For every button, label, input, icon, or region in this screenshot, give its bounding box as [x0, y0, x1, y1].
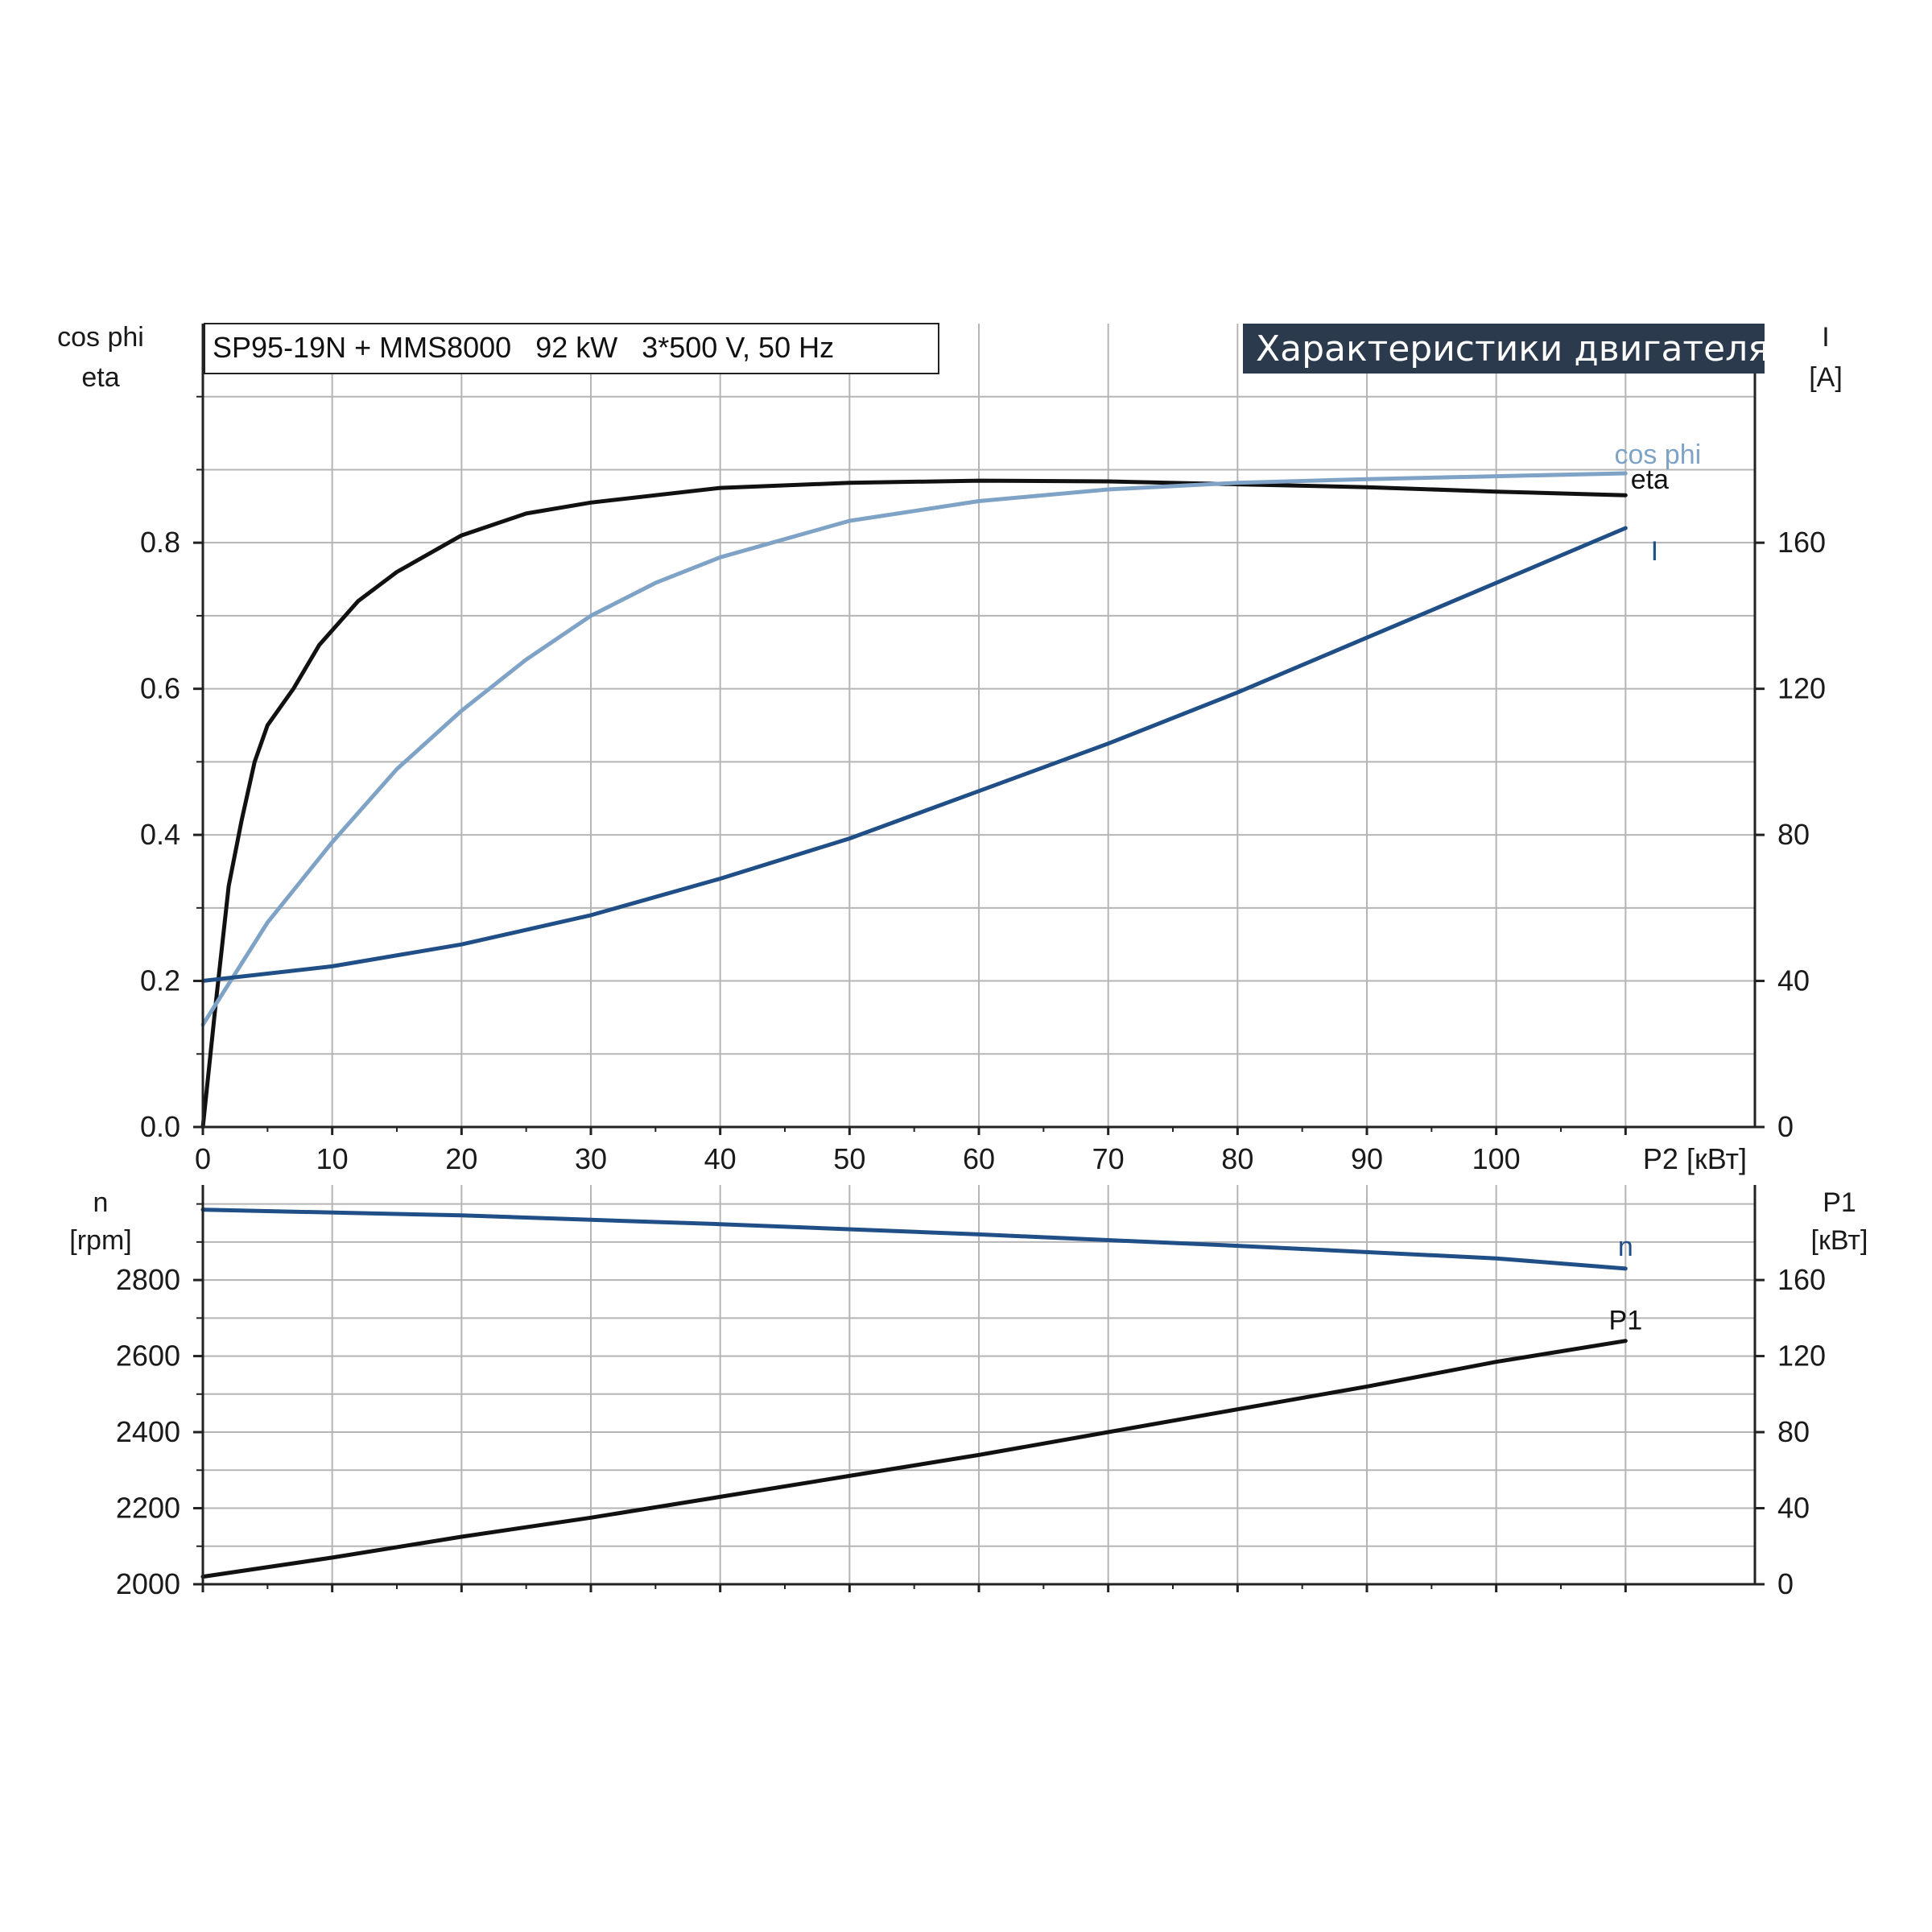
axes: 0.0 0.2 0.4 0.6 0.8 0 40 80 120 160 0 10 20 30 40 50 60 7…	[116, 324, 1826, 1600]
top-x-tick-label: 80	[1221, 1142, 1253, 1175]
top-left-tick-label: 0.2	[140, 964, 180, 997]
bottom-series-p1	[200, 1339, 1628, 1579]
bottom-left-tick-label: 2800	[116, 1263, 180, 1296]
top-left-tick-label: 0.4	[140, 818, 180, 851]
top-series-cos-phi	[200, 471, 1628, 1027]
bottom-right-tick-label: 80	[1777, 1415, 1810, 1448]
model-label-box	[204, 323, 939, 374]
top-x-tick-label: 40	[704, 1142, 737, 1175]
bottom-right-tick-label: 160	[1777, 1263, 1826, 1296]
bottom-left-tick-label: 2400	[116, 1415, 180, 1448]
top-x-tick-label: 20	[445, 1142, 477, 1175]
grid	[203, 324, 1755, 1584]
top-x-tick-label: 70	[1092, 1142, 1125, 1175]
top-x-tick-label: 10	[316, 1142, 349, 1175]
top-right-axis-label-1: I	[1822, 322, 1829, 353]
top-x-tick-label: 60	[963, 1142, 995, 1175]
bottom-right-tick-label: 120	[1777, 1340, 1826, 1373]
bottom-right-tick-label: 40	[1777, 1492, 1810, 1525]
top-right-tick-label: 40	[1777, 964, 1810, 997]
bottom-left-tick-label: 2000	[116, 1567, 180, 1600]
top-left-tick-label: 0.0	[140, 1110, 180, 1143]
top-right-axis-label-2: [A]	[1809, 362, 1843, 393]
bottom-series-label: n	[1618, 1232, 1633, 1262]
bottom-left-tick-label: 2600	[116, 1340, 180, 1373]
bottom-right-axis-label-2: [кВт]	[1811, 1225, 1868, 1256]
top-right-tick-label: 120	[1777, 672, 1826, 705]
banner-background	[1243, 324, 1765, 374]
top-left-tick-label: 0.8	[140, 526, 180, 559]
bottom-series-label: P1	[1609, 1306, 1643, 1336]
bottom-left-tick-label: 2200	[116, 1492, 180, 1525]
top-series-eta	[200, 478, 1628, 1129]
bottom-left-axis-label-1: n	[93, 1187, 109, 1218]
top-series-label: cos phi	[1614, 440, 1701, 470]
top-x-tick-label: 50	[833, 1142, 865, 1175]
top-series-label: I	[1651, 536, 1658, 567]
top-right-tick-label: 0	[1777, 1110, 1794, 1143]
top-left-axis-label-2: eta	[81, 362, 119, 393]
bottom-right-axis-label-1: P1	[1823, 1187, 1856, 1218]
top-x-tick-label: 0	[195, 1142, 211, 1175]
top-right-tick-label: 80	[1777, 818, 1810, 851]
bottom-series-n	[200, 1208, 1628, 1271]
bottom-left-axis-label-2: [rpm]	[69, 1225, 131, 1256]
top-left-tick-label: 0.6	[140, 672, 180, 705]
top-series-label: eta	[1631, 464, 1669, 495]
top-x-tick-label: 100	[1472, 1142, 1521, 1175]
top-right-tick-label: 160	[1777, 526, 1826, 559]
top-x-tick-label: 30	[575, 1142, 607, 1175]
banner-title: Характеристики двигателя	[1256, 328, 1769, 369]
top-left-axis-label-1: cos phi	[57, 322, 144, 353]
x-axis-label: P2 [кВт]	[1643, 1142, 1747, 1175]
top-x-tick-label: 90	[1351, 1142, 1383, 1175]
bottom-right-tick-label: 0	[1777, 1567, 1794, 1600]
top-series-i	[200, 526, 1628, 983]
model-label: SP95-19N + MMS8000 92 kW 3*500 V, 50 Hz	[213, 331, 834, 364]
